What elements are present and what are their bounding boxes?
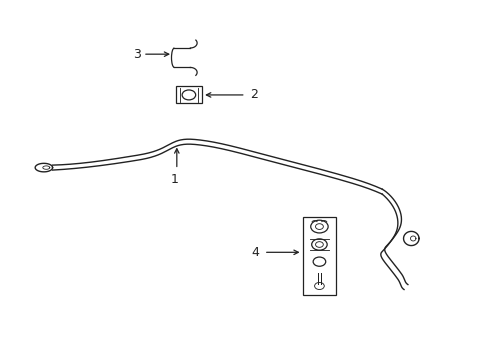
Bar (175, 86, 202, 103)
Text: 1: 1 (171, 173, 179, 186)
Text: 3: 3 (132, 48, 140, 61)
Text: 4: 4 (251, 246, 259, 259)
Bar (302, 217, 336, 295)
Text: 2: 2 (250, 89, 258, 102)
